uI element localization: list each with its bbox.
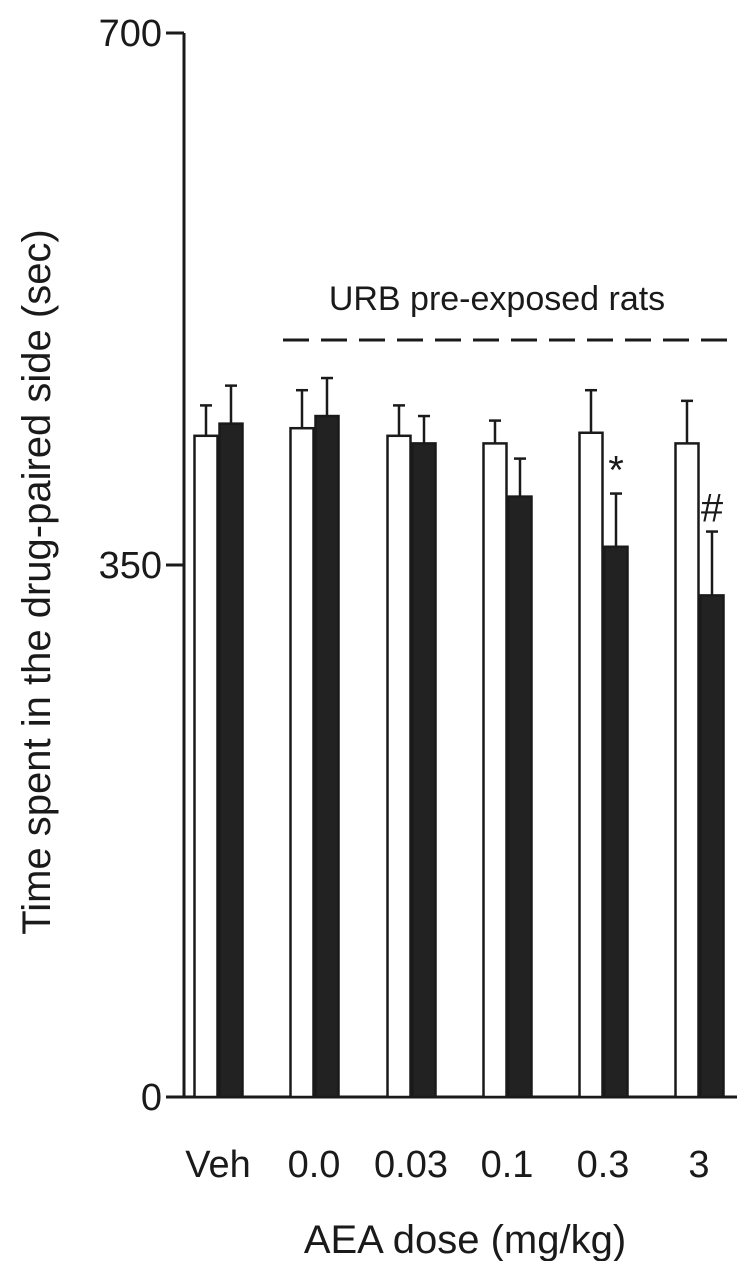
bar xyxy=(674,442,700,1099)
y-tick-label: 350 xyxy=(99,545,162,587)
bar xyxy=(193,434,219,1099)
bar xyxy=(411,442,437,1099)
x-axis-label: AEA dose (mg/kg) xyxy=(304,1218,626,1261)
significance-marker: * xyxy=(608,449,624,493)
annotation-label: URB pre-exposed rats xyxy=(329,280,665,318)
bar xyxy=(289,426,315,1099)
y-tick-label: 0 xyxy=(141,1077,162,1119)
x-tick-label: 0.0 xyxy=(288,1144,341,1186)
bar xyxy=(507,495,533,1099)
bar xyxy=(386,434,412,1099)
x-tick-label: Veh xyxy=(185,1144,251,1186)
axes: 0 350 700 xyxy=(99,13,737,1119)
x-tick-label: 0.1 xyxy=(481,1144,534,1186)
y-axis-label: Time spent in the drug-paired side (sec) xyxy=(15,229,59,935)
bar xyxy=(699,594,725,1099)
x-tick-label: 0.3 xyxy=(577,1144,630,1186)
x-tick-label: 3 xyxy=(688,1144,709,1186)
significance-marker: # xyxy=(701,487,724,531)
bars xyxy=(193,376,725,1099)
y-tick-label: 700 xyxy=(99,13,162,55)
bar xyxy=(603,545,629,1099)
labels: * # Veh 0.0 0.03 0.1 0.3 3 xyxy=(185,449,724,1186)
bar xyxy=(578,431,604,1099)
bar xyxy=(218,422,244,1099)
bar xyxy=(482,442,508,1099)
bar xyxy=(314,414,340,1099)
x-tick-label: 0.03 xyxy=(374,1144,448,1186)
